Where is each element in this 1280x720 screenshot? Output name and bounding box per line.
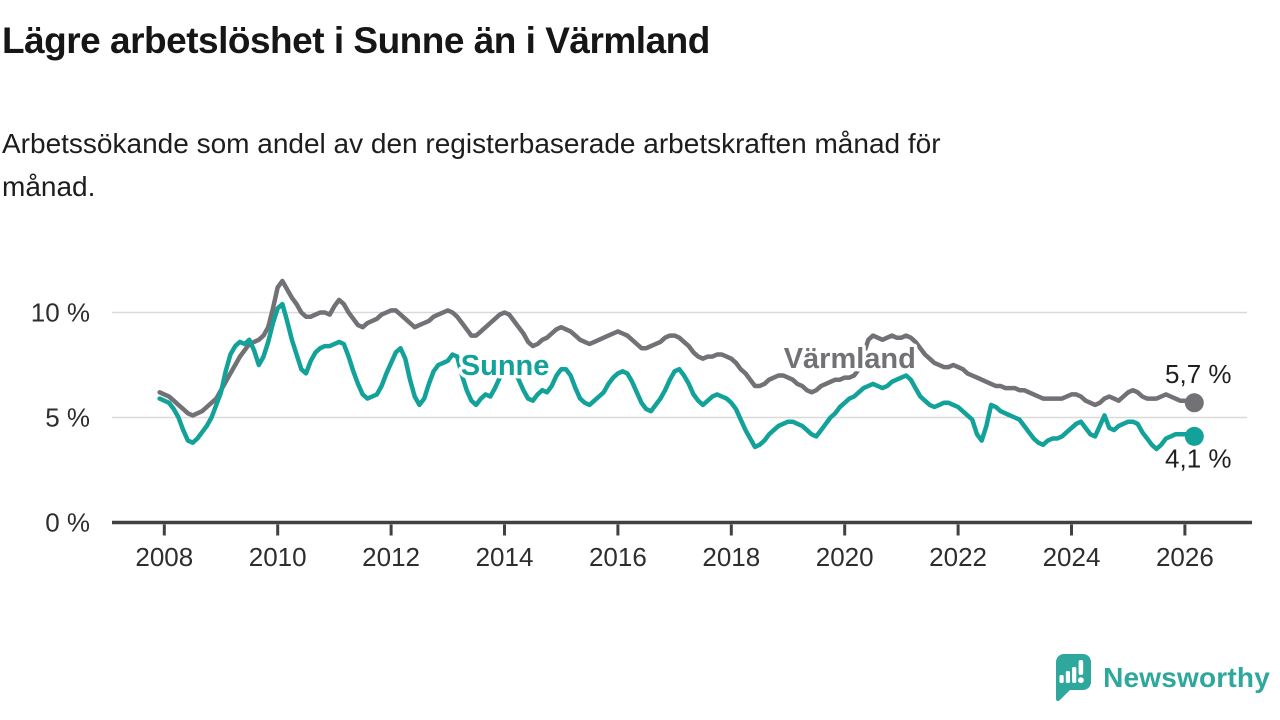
series-label-sunne: Sunne — [461, 350, 550, 382]
newsworthy-logo-icon — [1056, 654, 1092, 702]
series-line-värmland — [157, 278, 1197, 418]
y-axis-tick-label: 10 % — [31, 298, 90, 328]
series-end-value-värmland: 5,7 % — [1165, 359, 1232, 389]
series-end-dot-sunne — [1184, 426, 1204, 446]
x-axis-tick-label: 2008 — [135, 542, 193, 572]
newsworthy-logo: Newsworthy — [1049, 652, 1270, 704]
series-line-sunne — [157, 301, 1197, 452]
logo-exclamation-dot — [1078, 677, 1084, 684]
x-axis-tick-label: 2018 — [702, 542, 760, 572]
newsworthy-logo-text: Newsworthy — [1103, 662, 1270, 693]
y-axis-tick-label: 5 % — [45, 403, 90, 433]
chart-title: Lägre arbetslöshet i Sunne än i Värmland — [2, 20, 710, 61]
x-axis-tick-label: 2024 — [1043, 542, 1101, 572]
x-axis-tick-label: 2020 — [816, 542, 874, 572]
series-label-värmland: Värmland — [784, 343, 916, 375]
logo-bar-2 — [1065, 671, 1071, 683]
series-end-value-sunne: 4,1 % — [1165, 443, 1232, 473]
chart-subtitle: Arbetssökande som andel av den registerb… — [2, 128, 941, 203]
x-axis-tick-label: 2010 — [249, 542, 307, 572]
series-end-dot-värmland — [1184, 393, 1204, 413]
logo-bar-1 — [1059, 675, 1064, 683]
logo-exclamation — [1078, 660, 1084, 675]
y-axis-tick-label: 0 % — [45, 508, 90, 538]
x-axis-tick-label: 2016 — [589, 542, 647, 572]
logo-bar-3 — [1072, 667, 1077, 683]
x-axis-tick-label: 2026 — [1156, 542, 1214, 572]
x-axis-tick-label: 2012 — [362, 542, 420, 572]
x-axis-tick-label: 2014 — [476, 542, 534, 572]
x-axis-tick-label: 2022 — [929, 542, 987, 572]
